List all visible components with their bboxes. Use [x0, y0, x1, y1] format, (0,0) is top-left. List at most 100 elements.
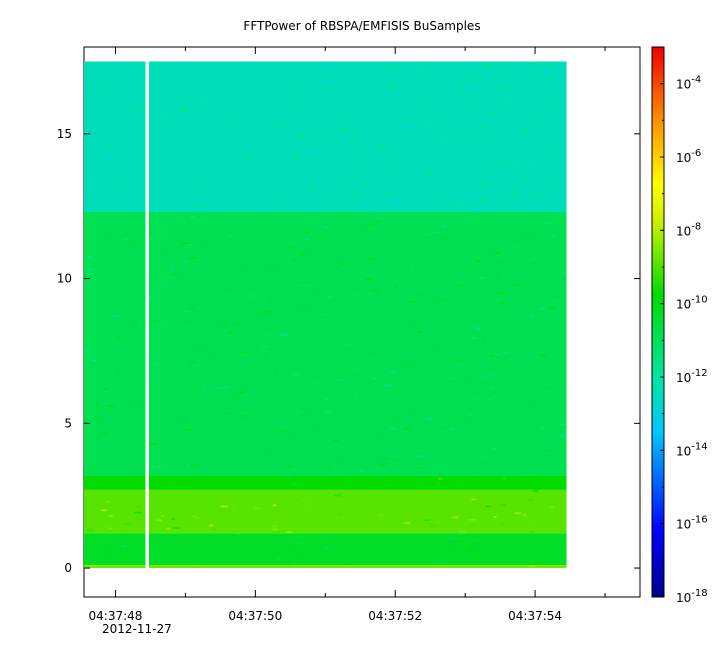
heatmap-speckle: [561, 435, 567, 438]
heatmap-speckle: [512, 145, 518, 148]
heatmap-speckle: [395, 81, 401, 84]
heatmap-speckle: [511, 359, 516, 361]
heatmap-speckle: [161, 515, 164, 517]
heatmap-speckle: [438, 139, 445, 141]
heatmap-speckle: [230, 391, 234, 394]
heatmap-speckle: [333, 119, 338, 121]
heatmap-speckle: [230, 329, 234, 331]
heatmap-speckle: [116, 491, 120, 493]
heatmap-speckle: [494, 516, 497, 518]
heatmap-speckle: [299, 408, 304, 410]
heatmap-speckle: [446, 80, 453, 83]
heatmap-speckle: [503, 68, 508, 70]
heatmap-speckle: [499, 522, 507, 525]
heatmap-speckle: [176, 330, 181, 332]
heatmap-speckle: [316, 294, 320, 296]
heatmap-speckle: [257, 537, 266, 539]
heatmap-speckle: [505, 102, 511, 104]
heatmap-speckle: [410, 264, 413, 267]
heatmap-speckle: [344, 563, 350, 565]
heatmap-speckle: [516, 392, 523, 394]
heatmap-speckle: [556, 241, 562, 244]
heatmap-speckle: [217, 434, 222, 437]
heatmap-speckle: [204, 190, 209, 193]
heatmap-speckle: [476, 97, 479, 100]
heatmap-speckle: [329, 79, 336, 82]
heatmap-speckle: [297, 552, 306, 555]
heatmap-speckle: [440, 299, 447, 301]
heatmap-speckle: [139, 154, 142, 156]
heatmap-speckle: [489, 392, 496, 394]
heatmap-speckle: [276, 557, 281, 560]
heatmap-speckle: [477, 329, 481, 332]
heatmap-speckle: [110, 315, 119, 318]
heatmap-speckle: [292, 155, 301, 157]
heatmap-speckle: [170, 518, 175, 520]
heatmap-speckle: [532, 521, 538, 524]
heatmap-speckle: [467, 516, 471, 518]
axes: 0 5 10 15 04:37:48 04:37:50 04:37:52 04:37:54: [57, 47, 640, 623]
heatmap-speckle: [464, 304, 468, 307]
heatmap-speckle: [274, 373, 279, 375]
heatmap-speckle: [423, 519, 431, 521]
heatmap-speckle: [402, 76, 406, 79]
heatmap-speckle: [281, 538, 285, 541]
colorbar-tick-label: 10-8: [676, 221, 701, 238]
heatmap-speckle: [307, 209, 314, 212]
heatmap-speckle: [301, 307, 308, 310]
heatmap-speckle: [106, 405, 115, 407]
heatmap-speckle: [304, 232, 311, 234]
heatmap-speckle: [293, 451, 301, 454]
heatmap-speckle: [363, 469, 371, 471]
heatmap-speckle: [185, 429, 193, 431]
heatmap-speckle: [286, 278, 290, 281]
heatmap-speckle: [482, 337, 486, 339]
heatmap-speckle: [197, 277, 204, 279]
heatmap-speckle: [224, 233, 228, 235]
heatmap-speckle: [332, 283, 338, 285]
colorbar-tick-label: 10-16: [676, 515, 708, 532]
heatmap-speckle: [379, 514, 383, 516]
heatmap-speckle: [409, 374, 417, 376]
heatmap-speckle: [455, 206, 462, 208]
heatmap-speckle: [485, 505, 492, 508]
heatmap-speckle: [559, 423, 566, 426]
heatmap-speckle: [404, 372, 409, 375]
heatmap-speckle: [323, 226, 328, 229]
heatmap-speckle: [396, 126, 401, 128]
heatmap-speckle: [337, 379, 344, 381]
heatmap-speckle: [342, 128, 348, 130]
heatmap-speckle: [382, 243, 390, 246]
heatmap-speckle: [100, 509, 107, 512]
heatmap-speckle: [434, 198, 438, 200]
heatmap-speckle: [394, 285, 398, 288]
heatmap-speckle: [127, 271, 133, 274]
colorbar: 10-18 10-16 10-14 10-12 10-10 10-8 10-6 10-4: [651, 46, 708, 605]
heatmap-speckle: [93, 364, 98, 367]
heatmap-speckle: [288, 435, 297, 437]
heatmap-speckle: [326, 465, 331, 468]
heatmap-speckle: [474, 398, 481, 400]
heatmap-speckle: [512, 245, 519, 248]
heatmap-speckle: [264, 356, 270, 359]
heatmap-speckle: [467, 420, 474, 423]
y-tick-label: 10: [57, 272, 72, 286]
heatmap-speckle: [499, 302, 505, 304]
heatmap-speckle: [268, 264, 277, 266]
heatmap-speckle: [316, 429, 322, 432]
heatmap-speckle: [493, 458, 497, 460]
heatmap-speckle: [541, 166, 544, 169]
heatmap-speckle: [556, 434, 564, 437]
heatmap-speckle: [279, 104, 285, 106]
heatmap-speckle: [123, 523, 132, 525]
colorbar-tick-label: 10-12: [676, 368, 708, 385]
heatmap-speckle: [324, 410, 332, 413]
heatmap-speckle: [440, 436, 445, 438]
heatmap-speckle: [364, 204, 367, 207]
heatmap-speckle: [305, 238, 309, 240]
heatmap-speckle: [325, 398, 329, 400]
heatmap-speckle: [293, 373, 300, 376]
heatmap-speckle: [94, 404, 98, 406]
heatmap-speckle: [241, 351, 249, 354]
heatmap-speckle: [479, 391, 483, 393]
